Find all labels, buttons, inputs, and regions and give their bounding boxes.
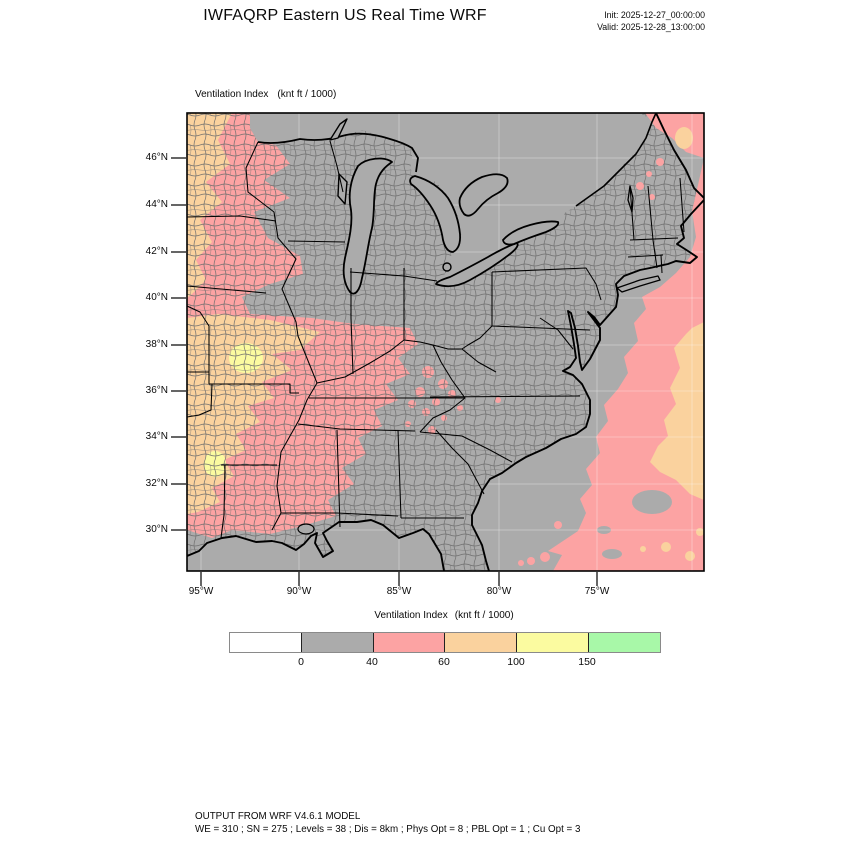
colorbar-cell [300, 633, 373, 652]
lon-tick-label: 90°W [286, 586, 312, 597]
colorbar-cell [444, 633, 517, 652]
lat-tick-label: 44°N [145, 199, 168, 210]
colorbar-tick-label: 0 [298, 656, 304, 668]
lat-tick-label: 40°N [145, 292, 168, 303]
map-frame [186, 112, 705, 572]
page-title: IWFAQRP Eastern US Real Time WRF [203, 7, 487, 24]
model-output-line: OUTPUT FROM WRF V4.6.1 MODEL [195, 811, 361, 822]
colorbar-units: (knt ft / 1000) [454, 610, 514, 621]
colorbar-cell [588, 633, 660, 652]
init-time: Init: 2025-12-27_00:00:00 [604, 10, 705, 20]
colorbar-cell [372, 633, 445, 652]
gulf-coastline [187, 519, 445, 571]
colorbar-tick-label: 100 [507, 656, 525, 668]
lake-ontario [502, 220, 560, 246]
model-config-line: WE = 310 ; SN = 275 ; Levels = 38 ; Dis … [195, 824, 581, 835]
colorbar-tick-label: 150 [578, 656, 596, 668]
ocean-vi-regions [518, 113, 704, 571]
coastlines [187, 113, 704, 571]
map-interior [187, 113, 704, 571]
lat-tick-label: 38°N [145, 339, 168, 350]
lat-tick-label: 30°N [145, 524, 168, 535]
us-canada-border [575, 113, 657, 207]
colorbar-title: Ventilation Index (knt ft / 1000) [304, 610, 584, 621]
colorbar-title-text: Ventilation Index [374, 610, 448, 621]
field-label: Ventilation Index (knt ft / 1000) [195, 89, 336, 100]
field-name: Ventilation Index [195, 89, 269, 100]
long-island [616, 275, 661, 293]
lat-tick-label: 36°N [145, 385, 168, 396]
great-lakes [257, 118, 634, 295]
canada-region [250, 113, 652, 287]
state-boundaries [187, 140, 685, 539]
axis-ticks [171, 157, 598, 586]
atlantic-coastline [471, 199, 704, 571]
colorbar-tick-label: 60 [438, 656, 450, 668]
lat-tick-label: 46°N [145, 152, 168, 163]
lake-michigan [342, 157, 393, 295]
colorbar-cell [230, 633, 301, 652]
maine-coastline [655, 113, 704, 199]
lake-superior-shore [257, 132, 419, 173]
colorbar-cell [516, 633, 589, 652]
lat-tick-label: 32°N [145, 478, 168, 489]
valid-time: Valid: 2025-12-28_13:00:00 [597, 21, 705, 32]
colorbar-tick-label: 40 [366, 656, 378, 668]
lat-tick-label: 42°N [145, 246, 168, 257]
lake-st-clair [442, 262, 452, 272]
lake-pontchartrain [297, 523, 315, 535]
us-map-canvas [171, 112, 705, 586]
keweenaw-peninsula [329, 118, 348, 141]
lake-huron [409, 175, 462, 253]
lon-tick-label: 85°W [386, 586, 412, 597]
lon-tick-label: 80°W [486, 586, 512, 597]
colorbar [229, 632, 661, 653]
run-times: Init: 2025-12-27_00:00:00 Valid: 2025-12… [460, 10, 705, 33]
lon-tick-label: 95°W [188, 586, 214, 597]
lon-tick-label: 75°W [584, 586, 610, 597]
field-units: (knt ft / 1000) [277, 89, 337, 100]
lat-tick-label: 34°N [145, 431, 168, 442]
georgian-bay [458, 173, 509, 217]
